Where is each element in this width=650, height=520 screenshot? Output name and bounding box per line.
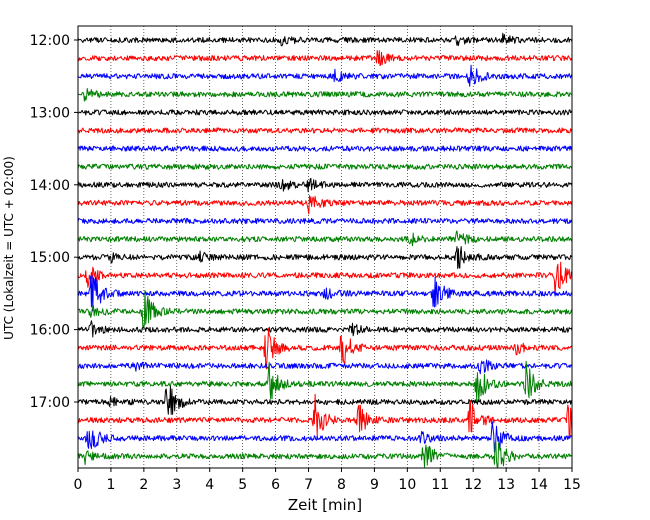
trace-1430 — [77, 217, 573, 225]
y-tick-label-3: 15:00 — [30, 250, 70, 266]
x-tick-label-2: 2 — [139, 477, 148, 493]
x-tick-label-14: 14 — [530, 477, 548, 493]
y-tick-label-2: 14:00 — [30, 178, 70, 194]
trace-1515 — [77, 261, 573, 296]
x-axis: 0 1 2 3 4 5 6 7 8 9 10 11 12 13 14 15 — [74, 468, 581, 493]
trace-1500 — [77, 246, 573, 269]
y-tick-label-0: 12:00 — [30, 33, 70, 49]
x-tick-label-10: 10 — [398, 477, 416, 493]
trace-1215 — [77, 50, 573, 67]
y-tick-label-4: 16:00 — [30, 323, 70, 339]
trace-1530 — [77, 275, 573, 312]
trace-1700 — [77, 385, 573, 415]
x-tick-label-12: 12 — [464, 477, 482, 493]
trace-1630 — [77, 359, 573, 375]
x-tick-label-8: 8 — [337, 477, 346, 493]
x-tick-label-3: 3 — [172, 477, 181, 493]
x-tick-label-5: 5 — [238, 477, 247, 493]
y-tick-label-1: 13:00 — [30, 105, 70, 121]
trace-1230 — [77, 64, 573, 87]
trace-group — [77, 32, 573, 468]
x-tick-label-4: 4 — [205, 477, 214, 493]
y-axis: 12:00 13:00 14:00 15:00 16:00 17:00 — [30, 33, 78, 411]
x-tick-label-9: 9 — [370, 477, 379, 493]
trace-1300 — [77, 109, 573, 116]
trace-1730 — [77, 421, 573, 453]
x-axis-label: Zeit [min] — [288, 496, 362, 514]
trace-1445 — [77, 230, 573, 247]
trace-1415 — [77, 195, 573, 215]
trace-1245 — [77, 88, 573, 102]
x-tick-label-0: 0 — [74, 477, 83, 493]
x-tick-label-7: 7 — [304, 477, 313, 493]
trace-1315 — [77, 127, 572, 134]
trace-1400 — [77, 177, 573, 193]
y-tick-label-5: 17:00 — [30, 395, 70, 411]
x-tick-label-11: 11 — [431, 477, 449, 493]
trace-1330 — [77, 145, 573, 152]
trace-1200 — [77, 32, 573, 47]
trace-1745 — [77, 440, 573, 468]
x-tick-label-1: 1 — [106, 477, 115, 493]
trace-1545 — [77, 290, 573, 330]
trace-1345 — [77, 163, 573, 170]
x-tick-label-13: 13 — [497, 477, 515, 493]
x-tick-label-15: 15 — [563, 477, 581, 493]
trace-1600 — [77, 320, 573, 338]
trace-1645 — [77, 360, 573, 403]
plot-frame — [77, 25, 573, 469]
y-axis-label: UTC (Lokalzeit = UTC + 02:00) — [2, 156, 16, 340]
trace-1715 — [77, 393, 573, 439]
x-tick-label-6: 6 — [271, 477, 280, 493]
trace-1615 — [77, 328, 573, 370]
